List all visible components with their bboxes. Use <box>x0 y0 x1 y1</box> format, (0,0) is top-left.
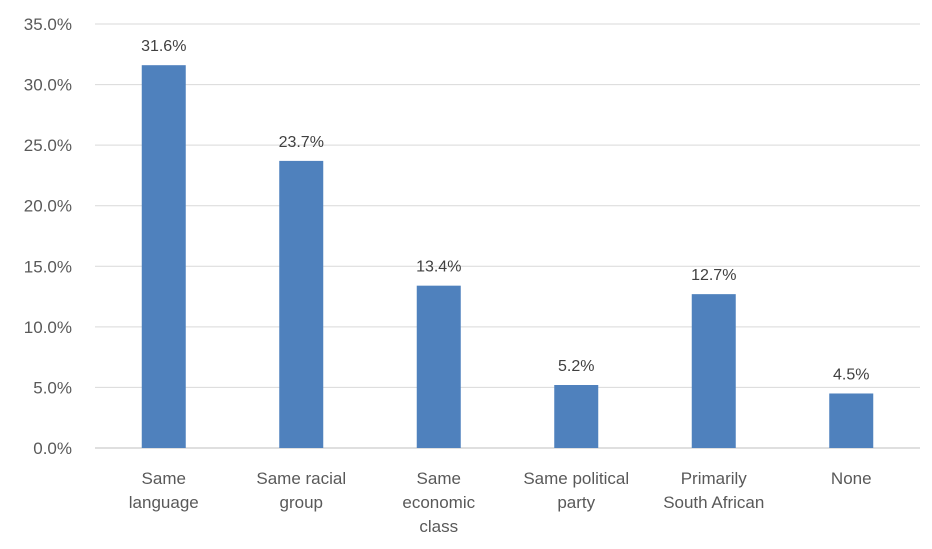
data-label: 12.7% <box>691 267 736 284</box>
y-tick-label: 5.0% <box>33 378 72 397</box>
y-tick-label: 0.0% <box>33 439 72 458</box>
x-category-label: None <box>831 469 872 488</box>
x-axis-categories: Same language Same racial group Same economic… <box>129 469 872 536</box>
data-label: 4.5% <box>833 366 869 383</box>
y-tick-label: 10.0% <box>24 318 72 337</box>
bar <box>554 385 598 448</box>
bar <box>829 393 873 448</box>
x-category-label: Primarily South African <box>663 469 764 512</box>
y-tick-label: 30.0% <box>24 76 72 95</box>
data-label: 23.7% <box>279 134 324 151</box>
x-category-label: Same language <box>129 469 199 512</box>
bar <box>279 161 323 448</box>
bar <box>417 286 461 448</box>
data-labels: 31.6% 23.7% 13.4% 5.2% 12.7% 4.5% <box>141 38 869 383</box>
gridlines <box>95 24 920 448</box>
x-category-label: Same economic class <box>402 469 475 536</box>
y-axis-ticks: 0.0% 5.0% 10.0% 15.0% 20.0% 25.0% 30.0% 35.0% <box>24 15 72 458</box>
data-label: 5.2% <box>558 358 594 375</box>
y-tick-label: 35.0% <box>24 15 72 34</box>
bars <box>142 65 874 448</box>
data-label: 13.4% <box>416 259 461 276</box>
x-category-label: Same political party <box>523 469 629 512</box>
bar <box>142 65 186 448</box>
y-tick-label: 25.0% <box>24 136 72 155</box>
x-category-label: Same racial group <box>256 469 346 512</box>
y-tick-label: 15.0% <box>24 257 72 276</box>
data-label: 31.6% <box>141 38 186 55</box>
y-tick-label: 20.0% <box>24 197 72 216</box>
bar <box>692 294 736 448</box>
